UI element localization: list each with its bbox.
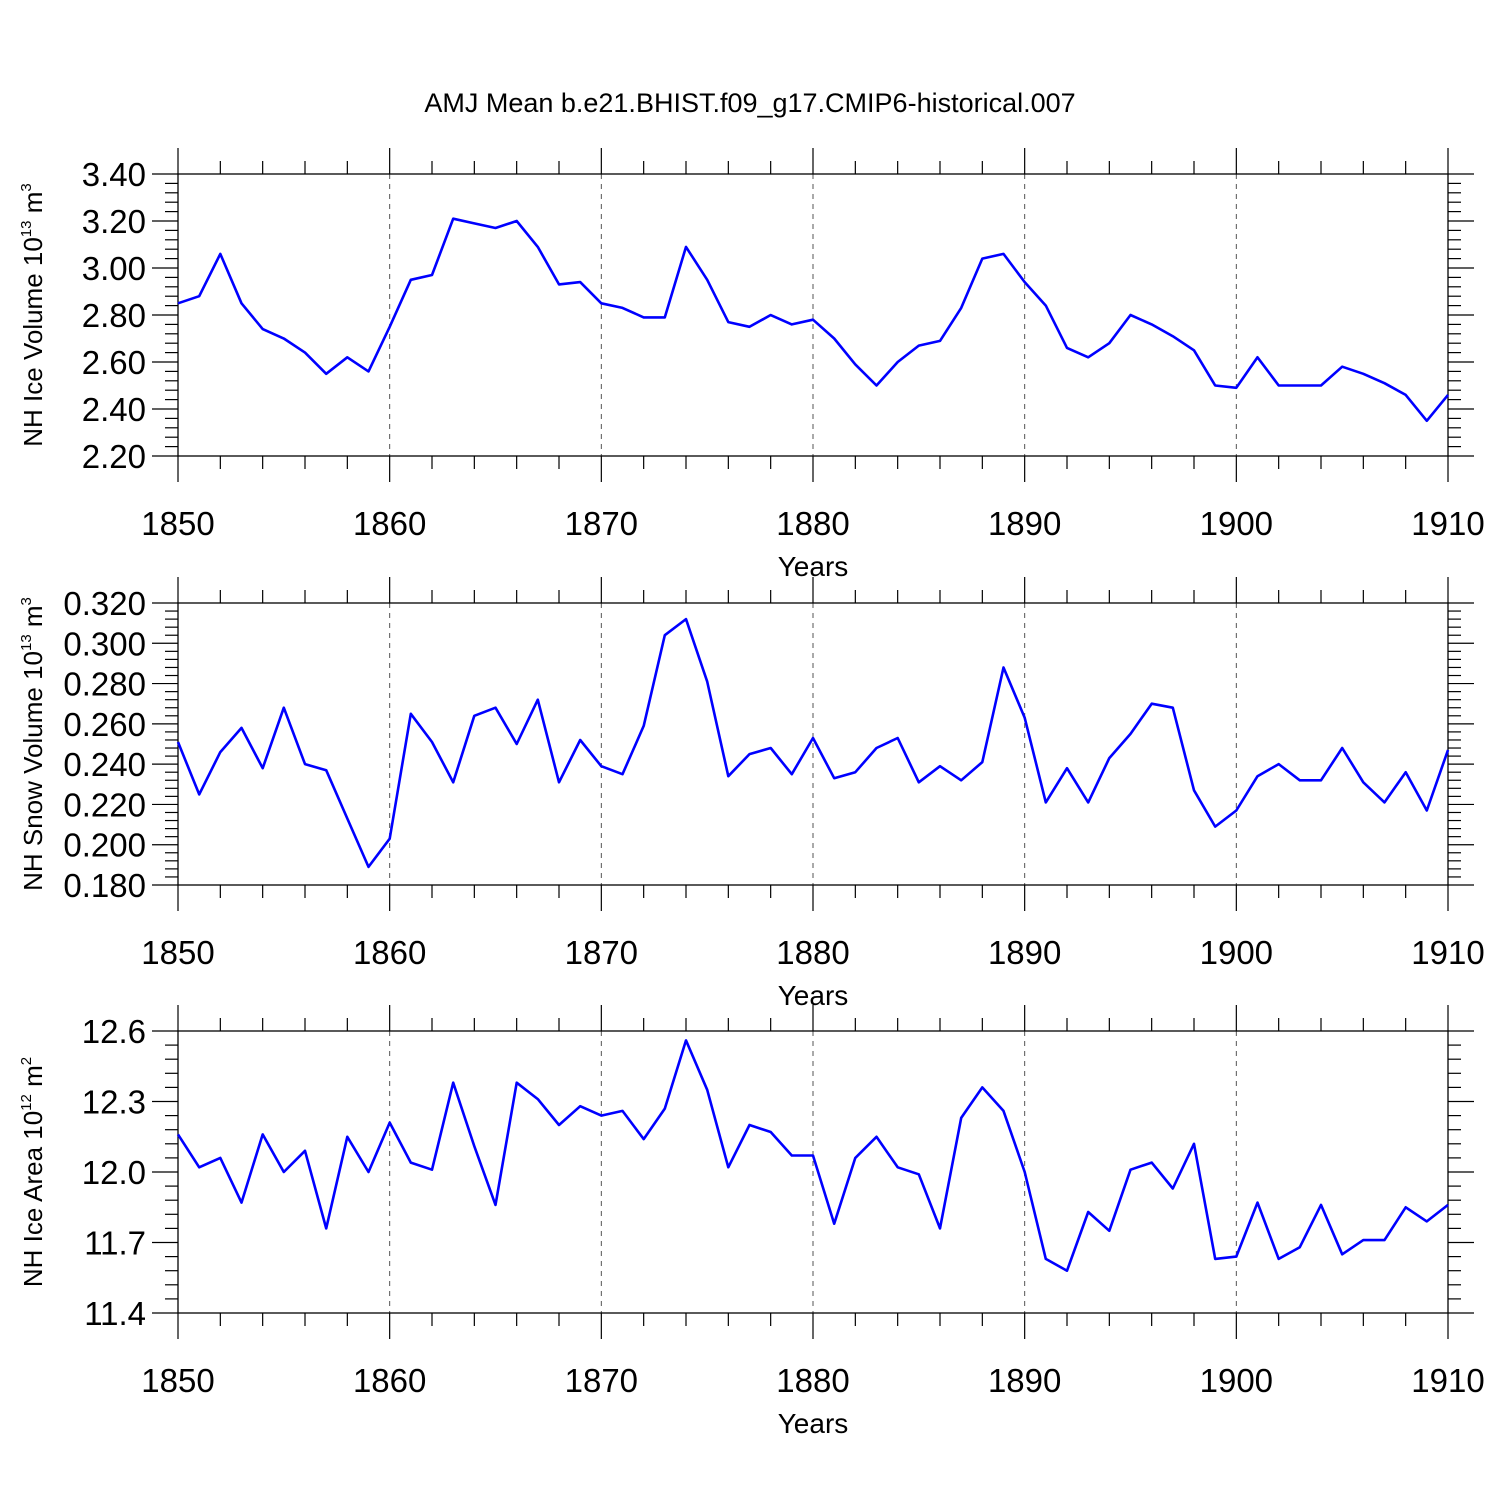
series-line	[177, 217, 1450, 423]
y-axis-label-text: m	[18, 192, 48, 221]
x-tick-label: 1870	[565, 505, 638, 542]
y-axis-label: NH Snow Volume 1013 m3	[18, 597, 48, 891]
x-tick-label: 1880	[776, 505, 849, 542]
panel-3: 11.4 11.7 12.0 12.3 12.6 1850 1860 1870 1880 1890…	[18, 1005, 1485, 1439]
y-axis-label-exponent: 3	[18, 597, 35, 605]
y-axis-label-text: NH Ice Volume 10	[18, 237, 48, 447]
y-axis-label-text: m	[18, 605, 48, 634]
y-axis-label-text: NH Snow Volume 10	[18, 651, 48, 891]
panel-1: 2.20 2.40 2.60 2.80 3.00 3.20 3.40 1850 1860 1870…	[18, 148, 1485, 582]
series-line	[176, 617, 1450, 869]
y-tick-label: 3.00	[82, 250, 146, 287]
y-tick-label: 0.280	[63, 666, 146, 703]
x-tick-label: 1870	[565, 934, 638, 971]
x-tick-label: 1900	[1200, 1362, 1273, 1399]
y-tick-label: 3.20	[82, 203, 146, 240]
y-axis-label-text: NH Ice Area 10	[18, 1111, 48, 1287]
y-tick-label: 2.20	[82, 438, 146, 475]
y-tick-label: 0.240	[63, 746, 146, 783]
x-tick-label: 1860	[353, 934, 426, 971]
x-tick-label: 1910	[1411, 505, 1484, 542]
chart-title: AMJ Mean b.e21.BHIST.f09_g17.CMIP6-histo…	[424, 88, 1075, 118]
y-axis-label-exponent: 12	[18, 1094, 35, 1111]
y-tick-label: 11.4	[84, 1295, 146, 1332]
x-tick-label: 1880	[776, 1362, 849, 1399]
y-tick-label: 3.40	[82, 156, 146, 193]
x-tick-label: 1870	[565, 1362, 638, 1399]
x-axis-label: Years	[778, 1408, 849, 1439]
x-tick-label: 1900	[1200, 934, 1273, 971]
y-axis-label-exponent: 13	[18, 634, 35, 651]
y-tick-label: 2.60	[82, 344, 146, 381]
y-tick-label: 11.7	[84, 1225, 146, 1262]
x-tick-label: 1850	[141, 505, 214, 542]
y-tick-label: 0.220	[63, 786, 146, 823]
y-tick-label: 0.320	[63, 585, 146, 622]
y-tick-label: 12.6	[82, 1013, 146, 1050]
y-tick-label: 0.260	[63, 706, 146, 743]
y-axis-label: NH Ice Volume 1013 m3	[18, 183, 48, 446]
y-axis-label: NH Ice Area 1012 m2	[18, 1057, 48, 1287]
x-tick-label: 1850	[141, 934, 214, 971]
x-tick-label: 1860	[353, 505, 426, 542]
y-tick-label: 0.180	[63, 867, 146, 904]
y-axis-label-exponent: 3	[18, 183, 35, 191]
x-tick-label: 1890	[988, 505, 1061, 542]
y-axis-label-exponent: 13	[18, 220, 35, 237]
x-tick-label: 1850	[141, 1362, 214, 1399]
y-tick-label: 0.200	[63, 827, 146, 864]
y-tick-label: 12.3	[82, 1084, 146, 1121]
y-tick-label: 12.0	[82, 1154, 146, 1191]
x-tick-label: 1910	[1411, 1362, 1484, 1399]
y-tick-label: 2.40	[82, 391, 146, 428]
y-axis-label-text: m	[18, 1065, 48, 1094]
x-tick-label: 1890	[988, 1362, 1061, 1399]
y-tick-label: 0.300	[63, 625, 146, 662]
y-axis-label-exponent: 2	[18, 1057, 35, 1065]
x-tick-label: 1900	[1200, 505, 1273, 542]
y-tick-label: 2.80	[82, 297, 146, 334]
x-tick-label: 1880	[776, 934, 849, 971]
series-line	[176, 1039, 1449, 1272]
x-tick-label: 1910	[1411, 934, 1484, 971]
x-tick-label: 1890	[988, 934, 1061, 971]
x-tick-label: 1860	[353, 1362, 426, 1399]
x-axis-label: Years	[778, 551, 849, 582]
